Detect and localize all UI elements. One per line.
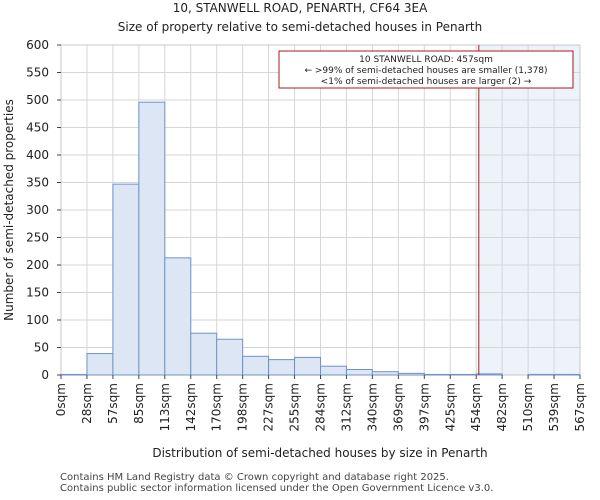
- y-tick-label: 500: [26, 93, 49, 107]
- bar-227sqm: [268, 359, 296, 376]
- x-tick-label: 227sqm: [262, 383, 276, 431]
- x-tick-label: 369sqm: [391, 383, 405, 431]
- y-tick-label: 0: [41, 368, 49, 382]
- annotation-line3: <1% of semi-detached houses are larger (…: [321, 77, 532, 87]
- x-tick-label: 28sqm: [80, 383, 94, 424]
- annotation-line2: ← >99% of semi-detached houses are small…: [304, 66, 547, 76]
- x-tick-label: 170sqm: [210, 383, 224, 431]
- x-tick-label: 57sqm: [106, 383, 120, 424]
- bar-28sqm: [86, 353, 114, 376]
- x-tick-label: 0sqm: [54, 383, 68, 416]
- bar-255sqm: [294, 356, 321, 376]
- bar-425sqm: [449, 373, 477, 376]
- bar-57sqm: [112, 183, 140, 376]
- bar-312sqm: [345, 369, 373, 376]
- x-tick-label: 482sqm: [495, 383, 509, 431]
- y-tick-label: 450: [26, 121, 49, 135]
- y-tick-label: 400: [26, 148, 49, 162]
- x-tick-label: 255sqm: [288, 383, 302, 431]
- y-tick-label: 150: [26, 286, 49, 300]
- x-axis-ticks: 0sqm 28sqm 57sqm 85sqm 113sqm 142sqm 170sqm 198…: [54, 375, 587, 431]
- y-tick-label: 600: [26, 38, 49, 52]
- x-axis-label: Distribution of semi-detached houses by …: [152, 446, 487, 460]
- bar-198sqm: [242, 355, 270, 376]
- x-tick-label: 340sqm: [365, 383, 379, 431]
- y-tick-label: 350: [26, 176, 49, 190]
- x-tick-label: 567sqm: [573, 383, 587, 431]
- y-tick-label: 200: [26, 258, 49, 272]
- bar-85sqm: [138, 101, 166, 376]
- bar-0sqm: [60, 373, 88, 376]
- bar-454sqm: [475, 373, 503, 376]
- chart-title-line1: 10, STANWELL ROAD, PENARTH, CF64 3EA: [173, 1, 428, 15]
- x-tick-label: 510sqm: [521, 383, 535, 431]
- chart-title-line2: Size of property relative to semi-detach…: [118, 20, 482, 34]
- x-tick-label: 312sqm: [339, 383, 353, 431]
- annotation-box: 10 STANWELL ROAD: 457sqm ← >99% of semi-…: [278, 50, 574, 89]
- y-axis-label: Number of semi-detached properties: [2, 99, 16, 321]
- bar-397sqm: [423, 373, 451, 376]
- bar-369sqm: [397, 372, 425, 376]
- bar-113sqm: [164, 257, 192, 376]
- x-tick-label: 113sqm: [158, 383, 172, 431]
- bar-170sqm: [216, 338, 244, 376]
- y-tick-label: 250: [26, 231, 49, 245]
- y-tick-label: 50: [34, 341, 49, 355]
- x-tick-label: 198sqm: [236, 383, 250, 431]
- x-tick-label: 284sqm: [314, 383, 328, 431]
- x-tick-label: 539sqm: [547, 383, 561, 431]
- y-tick-label: 550: [26, 66, 49, 80]
- annotation-line1: 10 STANWELL ROAD: 457sqm: [359, 55, 493, 65]
- x-tick-label: 454sqm: [469, 383, 483, 431]
- bar-510sqm: [527, 373, 555, 376]
- bar-284sqm: [320, 365, 347, 376]
- x-tick-label: 425sqm: [443, 383, 457, 431]
- bar-142sqm: [190, 332, 218, 376]
- annotation-border: [278, 50, 574, 89]
- bars-group: [60, 101, 581, 376]
- bar-539sqm: [553, 373, 581, 376]
- bar-340sqm: [371, 371, 399, 376]
- x-tick-label: 142sqm: [184, 383, 198, 431]
- footer-line2: Contains public sector information licen…: [60, 483, 494, 494]
- x-tick-label: 85sqm: [132, 383, 146, 424]
- y-tick-label: 100: [26, 313, 49, 327]
- x-tick-label: 397sqm: [417, 383, 431, 431]
- y-axis-ticks: 0 50 100 150 200 250 300 350 400 450 500 550 600: [26, 38, 61, 382]
- footer-line1: Contains HM Land Registry data © Crown c…: [60, 472, 449, 483]
- y-tick-label: 300: [26, 203, 49, 217]
